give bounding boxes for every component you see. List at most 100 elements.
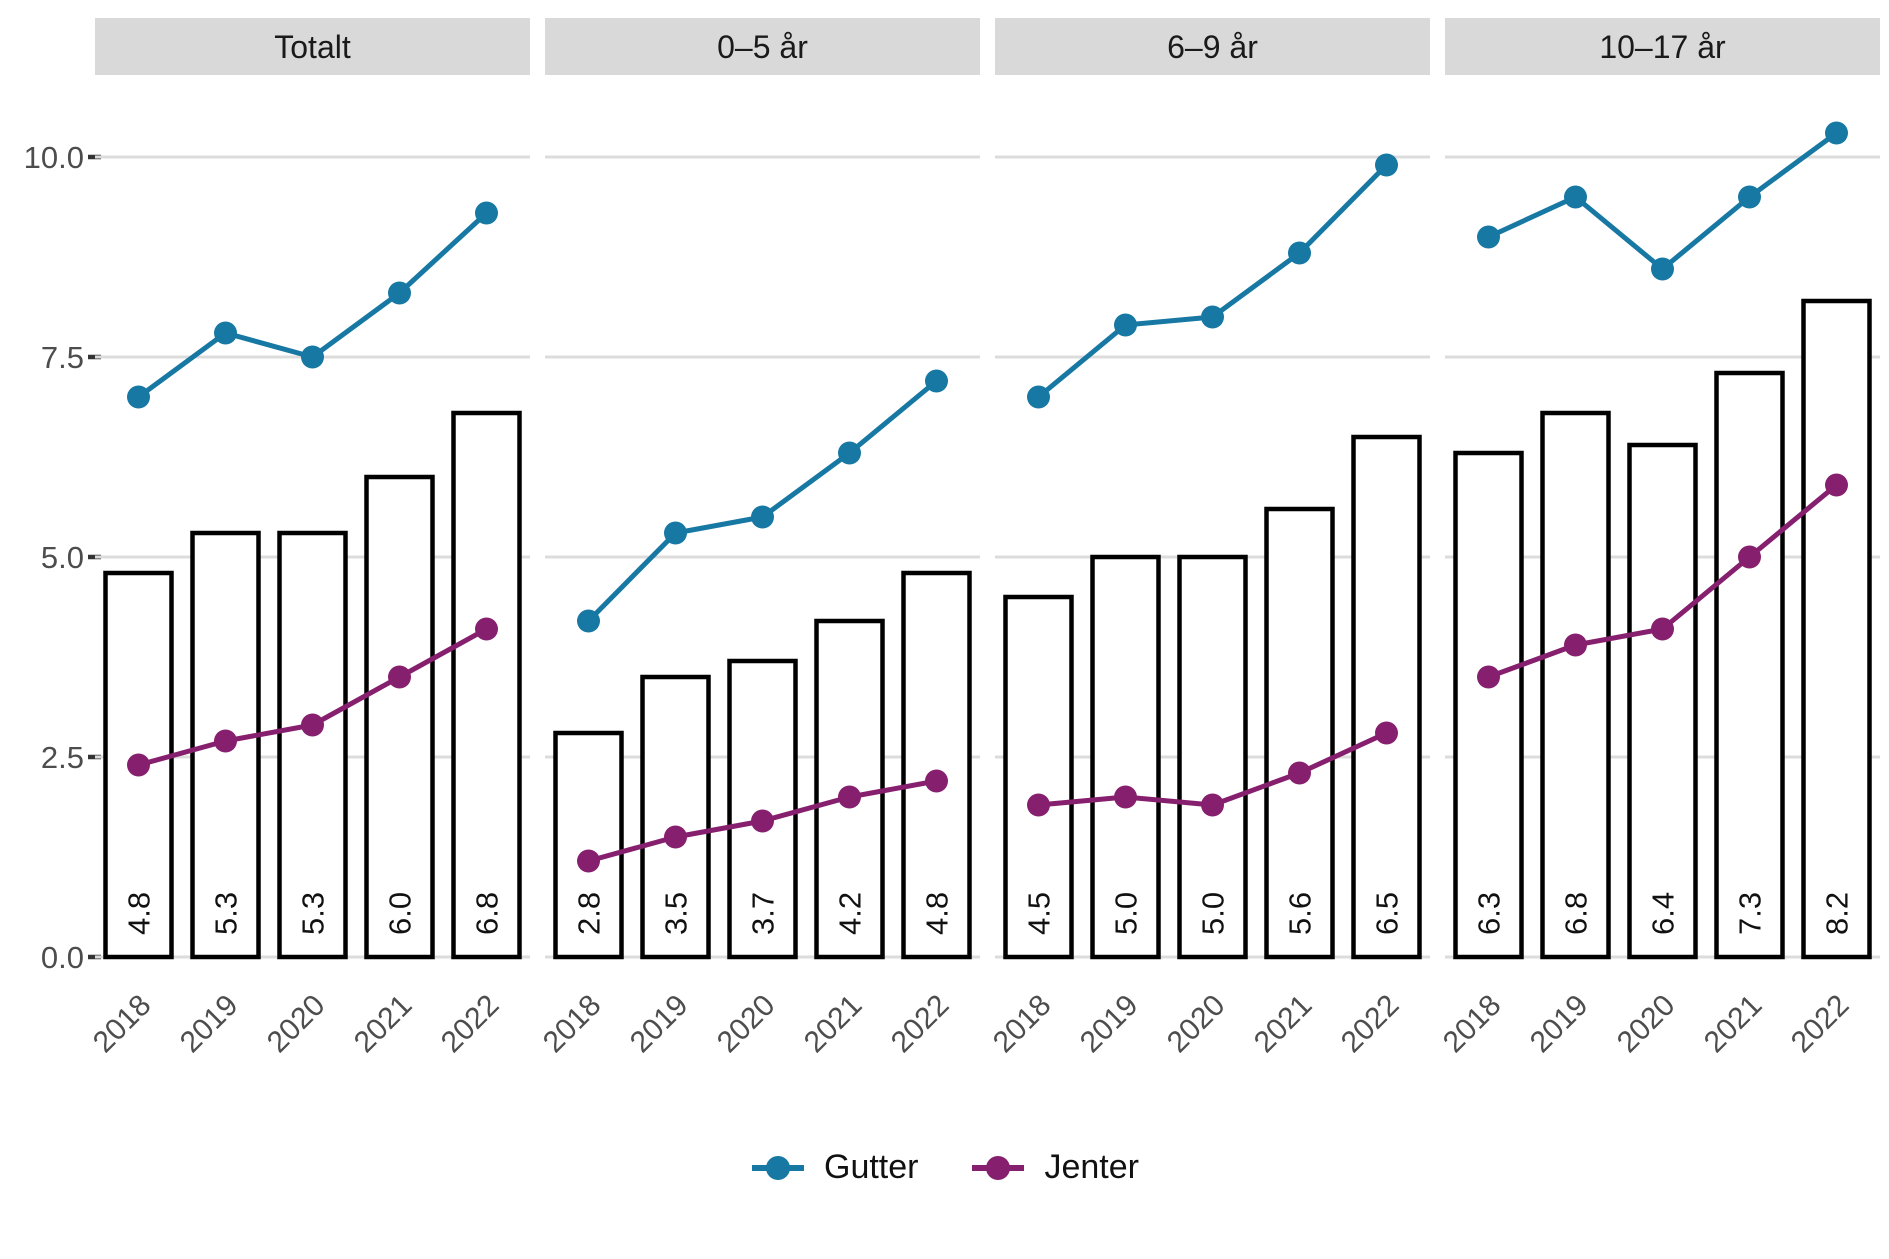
point-jenter [475, 617, 498, 641]
point-jenter [1201, 793, 1224, 817]
legend-item-gutter: Gutter [750, 1148, 918, 1187]
bar [1801, 298, 1872, 960]
bar [364, 474, 435, 960]
facet-panel: 6–9 år 4.5 2018 5.0 2019 5.0 2020 5.6 2021 6.5 202… [987, 18, 1430, 1059]
point-gutter [664, 521, 687, 545]
point-gutter [1288, 241, 1311, 265]
bar-value-label: 4.5 [1022, 892, 1057, 935]
facet-panel: 0–5 år 2.8 2018 3.5 2019 3.7 2020 4.2 2021 4.8 202… [537, 18, 980, 1059]
point-gutter [751, 505, 774, 529]
facet-panel: 10–17 år 6.3 2018 6.8 2019 6.4 2020 7.3 2021 8.2 2… [1437, 18, 1880, 1059]
bar [901, 570, 972, 960]
faceted-chart-svg: 0.0 2.5 5.0 7.5 10.0 Totalt 4.8 2018 5.3 2019 5.3 2… [24, 18, 1880, 1059]
bar-value-label: 6.3 [1472, 892, 1507, 935]
bar-value-label: 3.5 [659, 892, 694, 935]
x-tick-label: 2019 [624, 989, 695, 1060]
bar [1627, 442, 1698, 960]
x-tick-label: 2018 [87, 989, 158, 1060]
x-tick-label: 2021 [1698, 989, 1769, 1060]
x-tick-label: 2021 [798, 989, 869, 1060]
point-gutter [577, 609, 600, 633]
x-tick-label: 2022 [1785, 989, 1856, 1060]
legend-key-jenter [972, 1155, 1025, 1180]
x-tick-label: 2022 [885, 989, 956, 1060]
facet-title: 6–9 år [1167, 29, 1258, 65]
point-gutter [925, 369, 948, 393]
facet-strip [545, 18, 980, 75]
point-gutter [1651, 257, 1674, 281]
point-jenter [1027, 793, 1050, 817]
bar-value-label: 4.8 [122, 892, 157, 935]
x-tick-label: 2020 [1161, 989, 1232, 1060]
legend-key-point [986, 1155, 1011, 1180]
legend-key-gutter [752, 1155, 804, 1180]
bar-value-label: 5.3 [296, 892, 331, 935]
bar-value-label: 5.6 [1283, 892, 1318, 935]
x-tick-label: 2019 [1074, 989, 1145, 1060]
line-gutter [1486, 130, 1839, 272]
legend-key-point [766, 1155, 790, 1180]
bar-value-label: 6.0 [383, 892, 418, 935]
bar [1540, 410, 1611, 960]
point-gutter [838, 441, 861, 465]
point-gutter [1027, 385, 1050, 409]
point-gutter [1201, 305, 1224, 329]
point-jenter [925, 769, 948, 793]
facet-strip [95, 18, 530, 75]
x-tick-label: 2020 [711, 989, 782, 1060]
bar [727, 658, 798, 960]
bar-value-label: 7.3 [1733, 892, 1768, 935]
y-tick-label: 7.5 [41, 340, 84, 375]
bar [1177, 554, 1248, 960]
bar-value-label: 6.4 [1646, 892, 1681, 935]
facet-title: 10–17 år [1599, 29, 1726, 65]
bar [640, 674, 711, 960]
bar-value-label: 3.7 [746, 892, 781, 935]
point-gutter [1375, 153, 1398, 177]
bar [1453, 450, 1524, 960]
x-tick-label: 2020 [261, 989, 332, 1060]
bar [1714, 370, 1785, 960]
x-tick-label: 2022 [435, 989, 506, 1060]
facet-strip [1445, 18, 1880, 75]
point-jenter [1288, 761, 1311, 785]
bar-value-label: 6.5 [1370, 892, 1405, 935]
x-tick-label: 2018 [987, 989, 1058, 1060]
line-gutter [1036, 162, 1389, 400]
bar [1351, 434, 1422, 960]
bar-value-label: 5.0 [1109, 892, 1144, 935]
point-jenter [1738, 545, 1761, 569]
point-jenter [577, 849, 600, 873]
point-gutter [1564, 185, 1587, 209]
point-gutter [388, 281, 411, 305]
point-gutter [214, 321, 237, 345]
facet-panel: Totalt 4.8 2018 5.3 2019 5.3 2020 6.0 2021 6.8 202… [87, 18, 530, 1059]
y-tick-label: 2.5 [41, 740, 84, 775]
x-tick-label: 2019 [174, 989, 245, 1060]
line-gutter [136, 210, 489, 400]
point-jenter [838, 785, 861, 809]
x-tick-label: 2018 [1437, 989, 1508, 1060]
point-gutter [1114, 313, 1137, 337]
point-jenter [388, 665, 411, 689]
y-tick-label: 5.0 [41, 540, 84, 575]
bar-value-label: 5.0 [1196, 892, 1231, 935]
line-gutter [586, 378, 939, 624]
point-jenter [301, 713, 324, 737]
bar [553, 730, 624, 960]
x-tick-label: 2021 [1248, 989, 1319, 1060]
bar [1264, 506, 1335, 960]
bar-value-label: 4.2 [833, 892, 868, 935]
y-tick-label: 0.0 [41, 940, 84, 975]
bar [277, 530, 348, 960]
x-tick-label: 2022 [1335, 989, 1406, 1060]
legend-label: Jenter [1044, 1148, 1139, 1186]
point-jenter [1477, 665, 1500, 689]
legend-item-jenter: Jenter [970, 1148, 1139, 1187]
point-gutter [1825, 121, 1848, 145]
bar-value-label: 5.3 [209, 892, 244, 935]
bar-value-label: 4.8 [920, 892, 955, 935]
facet-title: Totalt [274, 29, 351, 65]
point-jenter [1375, 721, 1398, 745]
